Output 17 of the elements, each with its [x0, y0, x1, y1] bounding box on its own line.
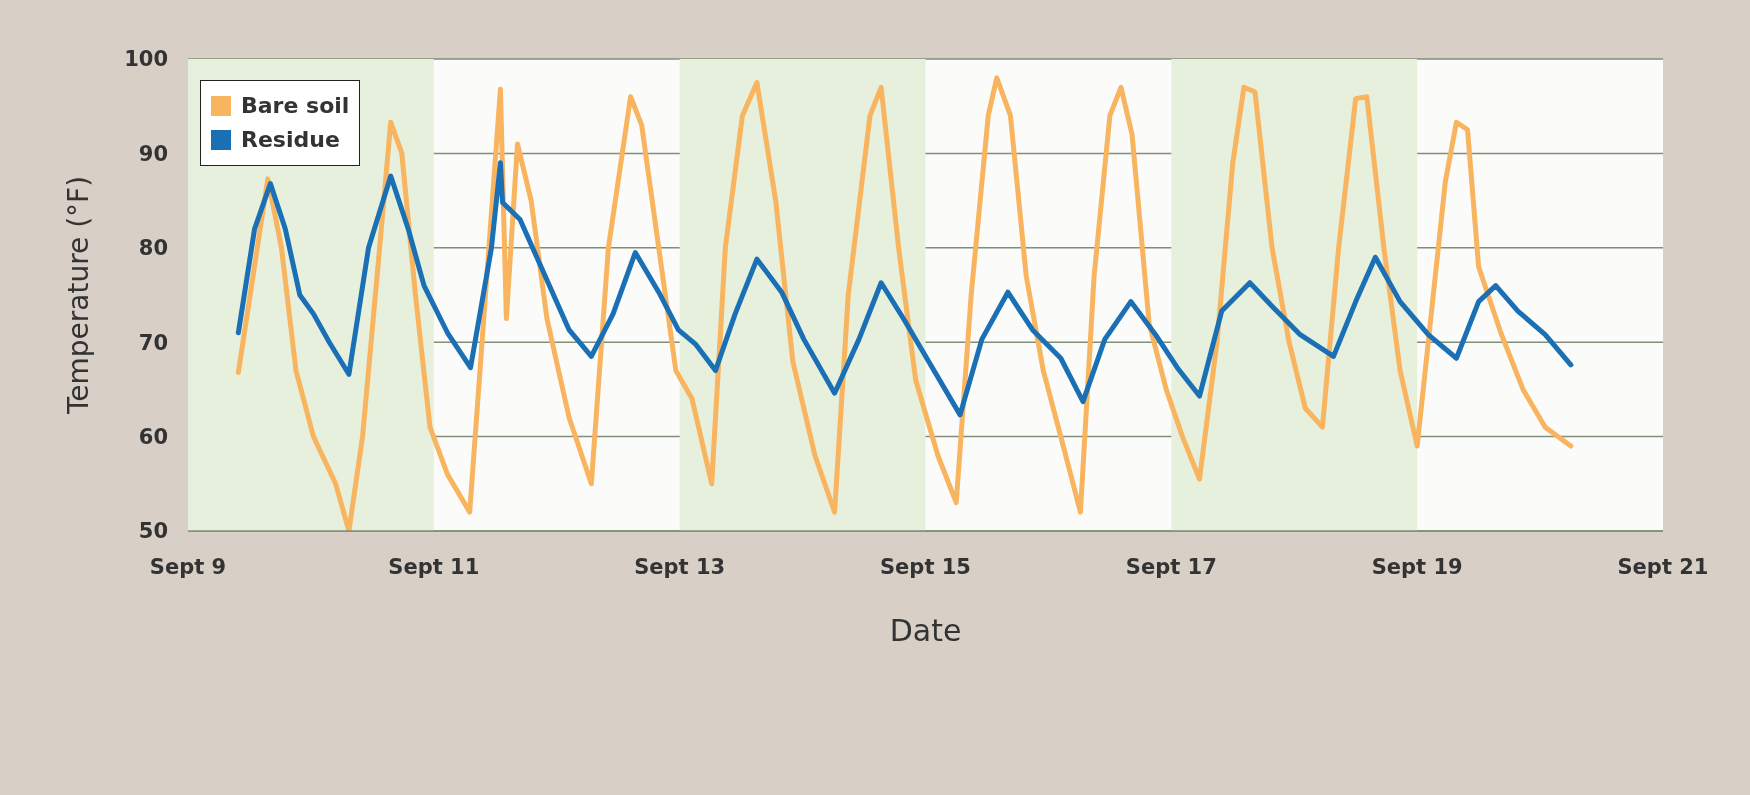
x-tick-label: Sept 11	[388, 554, 480, 579]
x-tick-label: Sept 17	[1125, 554, 1217, 579]
y-tick-label: 50	[138, 519, 168, 544]
x-tick-label: Sept 13	[634, 554, 726, 579]
x-tick-label: Sept 19	[1371, 554, 1463, 579]
y-tick-label: 100	[124, 47, 168, 72]
x-tick-label: Sept 9	[149, 554, 227, 579]
y-tick-label: 90	[138, 141, 168, 166]
x-tick-label: Sept 15	[880, 554, 971, 579]
legend-label: Residue	[241, 126, 340, 154]
y-tick-label: 70	[138, 330, 168, 355]
y-tick-label: 80	[138, 236, 168, 261]
y-axis-title: Temperature (°F)	[61, 175, 95, 416]
legend-label: Bare soil	[241, 92, 350, 120]
x-tick-label: Sept 21	[1617, 554, 1709, 579]
x-axis-title: Date	[889, 613, 962, 648]
y-tick-label: 60	[138, 425, 168, 450]
